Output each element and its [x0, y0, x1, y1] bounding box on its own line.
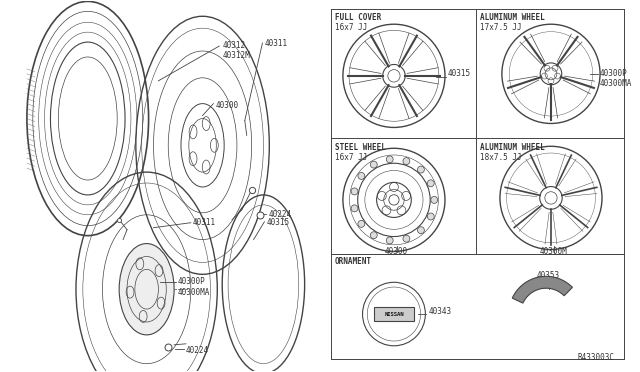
Text: 40300MA: 40300MA — [600, 79, 632, 88]
Text: 40311: 40311 — [193, 218, 216, 227]
Circle shape — [417, 166, 424, 173]
Circle shape — [387, 237, 393, 244]
Circle shape — [358, 220, 365, 227]
Text: 17x7.5 JJ: 17x7.5 JJ — [480, 23, 522, 32]
Text: FULL COVER: FULL COVER — [335, 13, 381, 22]
Circle shape — [389, 195, 399, 205]
Circle shape — [351, 205, 358, 212]
Circle shape — [417, 227, 424, 234]
Circle shape — [403, 158, 410, 164]
Text: 40311: 40311 — [264, 39, 287, 48]
Circle shape — [428, 180, 434, 187]
Text: 40315: 40315 — [266, 218, 289, 227]
Text: ORNAMENT: ORNAMENT — [335, 257, 372, 266]
Circle shape — [371, 161, 377, 168]
Text: ALUMINUM WHEEL: ALUMINUM WHEEL — [480, 13, 545, 22]
Circle shape — [358, 173, 365, 179]
Circle shape — [371, 232, 377, 239]
Text: 40315: 40315 — [448, 69, 471, 78]
Text: NISSAN: NISSAN — [384, 311, 404, 317]
Circle shape — [403, 235, 410, 242]
Circle shape — [387, 156, 393, 163]
Circle shape — [428, 213, 434, 220]
Ellipse shape — [119, 244, 174, 335]
Text: 40343: 40343 — [428, 307, 451, 315]
Text: 40353: 40353 — [536, 271, 559, 280]
Text: 40312: 40312 — [222, 41, 245, 50]
Circle shape — [431, 196, 438, 203]
Text: R433003C: R433003C — [578, 353, 615, 362]
Text: 40224: 40224 — [186, 346, 209, 355]
Text: 18x7.5 JJ: 18x7.5 JJ — [480, 153, 522, 162]
Text: ALUMINUM WHEEL: ALUMINUM WHEEL — [480, 143, 545, 152]
Text: 16x7 JJ: 16x7 JJ — [335, 153, 367, 162]
Text: 16x7 JJ: 16x7 JJ — [335, 23, 367, 32]
Text: 40300P: 40300P — [178, 277, 206, 286]
Bar — [374, 307, 414, 321]
Text: 40300P: 40300P — [600, 69, 628, 78]
Text: 40300MA: 40300MA — [178, 288, 211, 297]
Text: STEEL WHEEL: STEEL WHEEL — [335, 143, 386, 152]
Polygon shape — [512, 276, 572, 303]
Text: 40300: 40300 — [215, 101, 239, 110]
Circle shape — [351, 188, 358, 195]
Text: 40300: 40300 — [384, 247, 407, 256]
Text: 40224: 40224 — [268, 210, 291, 219]
Text: 40300M: 40300M — [539, 247, 567, 256]
Text: 40312M: 40312M — [222, 51, 250, 60]
